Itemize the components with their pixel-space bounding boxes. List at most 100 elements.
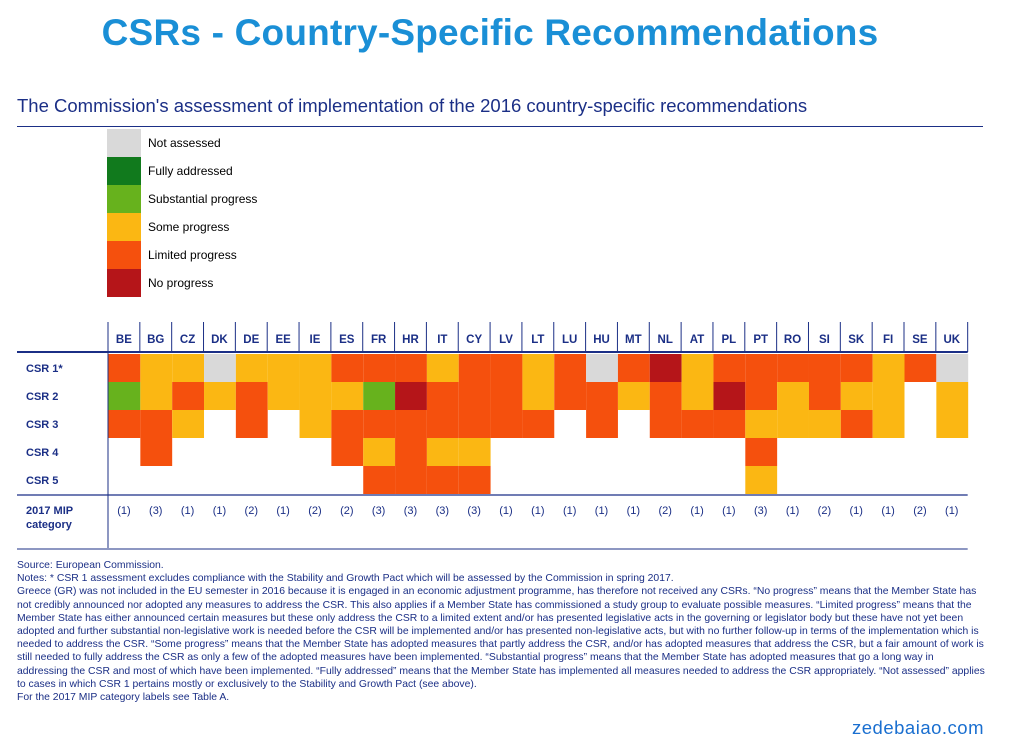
mip-category-value: (1) bbox=[276, 505, 289, 517]
heatmap-cell bbox=[108, 410, 141, 438]
mip-category-value: (3) bbox=[404, 505, 417, 517]
heatmap-cell bbox=[745, 466, 778, 494]
column-header-at: AT bbox=[690, 334, 704, 346]
heatmap-cell bbox=[713, 382, 746, 410]
column-header-pl: PL bbox=[722, 334, 737, 346]
heatmap-cell bbox=[840, 382, 873, 410]
mip-category-value: (2) bbox=[913, 505, 926, 517]
heatmap-cell bbox=[426, 354, 459, 382]
legend-swatch bbox=[107, 185, 141, 213]
heatmap-cell bbox=[458, 354, 491, 382]
chart-subtitle: The Commission's assessment of implement… bbox=[17, 95, 808, 116]
column-header-mt: MT bbox=[625, 334, 642, 346]
column-header-ee: EE bbox=[275, 334, 291, 346]
heatmap-cell bbox=[395, 410, 427, 438]
heatmap-cell bbox=[426, 410, 459, 438]
heatmap-cell bbox=[458, 410, 491, 438]
csr-heatmap: BE BG CZ DK DE EE IE ES FR HR IT CY LV LT LU HU MT NL AT PL… bbox=[17, 322, 969, 550]
legend-swatch bbox=[107, 157, 141, 185]
legend-label: Not assessed bbox=[148, 136, 221, 150]
heatmap-cell bbox=[586, 410, 618, 438]
heatmap-cell bbox=[267, 354, 300, 382]
legend-label: Limited progress bbox=[148, 248, 237, 262]
column-header-de: DE bbox=[243, 334, 259, 346]
heatmap-cell bbox=[140, 354, 173, 382]
heatmap-cell bbox=[904, 354, 937, 382]
heatmap-cell bbox=[395, 382, 427, 410]
mip-category-value: (2) bbox=[245, 505, 258, 517]
column-header-si: SI bbox=[819, 334, 830, 346]
heatmap-cell bbox=[649, 410, 682, 438]
mip-category-value: (1) bbox=[786, 505, 799, 517]
row-label: CSR 2 bbox=[26, 391, 58, 403]
column-header-lu: LU bbox=[562, 334, 577, 346]
heatmap-cell bbox=[936, 354, 969, 382]
heatmap-cell bbox=[522, 354, 555, 382]
heatmap-cell bbox=[331, 438, 364, 466]
mip-category-value: (3) bbox=[467, 505, 480, 517]
mip-category-value: (1) bbox=[881, 505, 894, 517]
heatmap-cell bbox=[617, 382, 650, 410]
heatmap-cell bbox=[395, 438, 427, 466]
legend-label: Fully addressed bbox=[148, 164, 233, 178]
heatmap-cell bbox=[140, 410, 173, 438]
mip-category-value: (1) bbox=[722, 505, 735, 517]
heatmap-cell bbox=[681, 382, 714, 410]
legend-item-not-assessed: Not assessed bbox=[107, 129, 407, 157]
heatmap-cell bbox=[777, 410, 809, 438]
row-label: CSR 3 bbox=[26, 419, 58, 431]
heatmap-cell bbox=[936, 410, 969, 438]
source-note: Source: European Commission. bbox=[17, 560, 164, 571]
mip-category-value: (1) bbox=[945, 505, 958, 517]
heatmap-cell bbox=[395, 466, 427, 494]
heatmap-cell bbox=[808, 354, 841, 382]
legend-label: No progress bbox=[148, 276, 214, 290]
heatmap-cell bbox=[235, 354, 268, 382]
mip-category-value: (1) bbox=[850, 505, 863, 517]
mip-category-value: (1) bbox=[531, 505, 544, 517]
column-header-se: SE bbox=[912, 334, 928, 346]
column-header-dk: DK bbox=[211, 334, 228, 346]
mip-category-value: (1) bbox=[117, 505, 130, 517]
divider-top bbox=[17, 126, 983, 127]
column-header-cy: CY bbox=[466, 334, 482, 346]
column-header-hu: HU bbox=[593, 334, 610, 346]
heatmap-cell bbox=[140, 382, 173, 410]
heatmap-cell bbox=[586, 382, 618, 410]
heatmap-cell bbox=[363, 438, 396, 466]
heatmap-cell bbox=[172, 354, 205, 382]
heatmap-cell bbox=[204, 382, 236, 410]
heatmap-cell bbox=[522, 410, 555, 438]
legend-label: Some progress bbox=[148, 220, 230, 234]
heatmap-cell bbox=[808, 410, 841, 438]
heatmap-cell bbox=[458, 382, 491, 410]
heatmap-cell bbox=[840, 410, 873, 438]
heatmap-cell bbox=[936, 382, 969, 410]
heatmap-cell bbox=[108, 382, 141, 410]
column-header-bg: BG bbox=[147, 334, 164, 346]
legend-swatch bbox=[107, 269, 141, 297]
mip-note: For the 2017 MIP category labels see Tab… bbox=[17, 692, 230, 704]
heatmap-cell bbox=[363, 410, 396, 438]
heatmap-cell bbox=[267, 382, 300, 410]
heatmap-cell bbox=[331, 354, 364, 382]
column-header-be: BE bbox=[116, 334, 132, 346]
column-header-lv: LV bbox=[499, 334, 513, 346]
mip-category-value: (2) bbox=[308, 505, 321, 517]
heatmap-cell bbox=[713, 410, 746, 438]
heatmap-cell bbox=[204, 354, 236, 382]
heatmap-cell bbox=[681, 410, 714, 438]
heatmap-cell bbox=[172, 382, 205, 410]
mip-category-value: (1) bbox=[627, 505, 640, 517]
legend-item-fully-addressed: Fully addressed bbox=[107, 157, 407, 185]
column-header-ro: RO bbox=[784, 334, 801, 346]
notes-body: Greece (GR) was not included in the EU s… bbox=[17, 586, 985, 690]
heatmap-cell bbox=[395, 354, 427, 382]
heatmap-cell bbox=[235, 382, 268, 410]
heatmap-cell bbox=[808, 382, 841, 410]
mip-label-line2: category bbox=[26, 519, 73, 531]
column-header-uk: UK bbox=[943, 334, 960, 346]
row-label: CSR 1* bbox=[26, 363, 63, 375]
column-header-fi: FI bbox=[883, 334, 893, 346]
column-header-it: IT bbox=[437, 334, 447, 346]
